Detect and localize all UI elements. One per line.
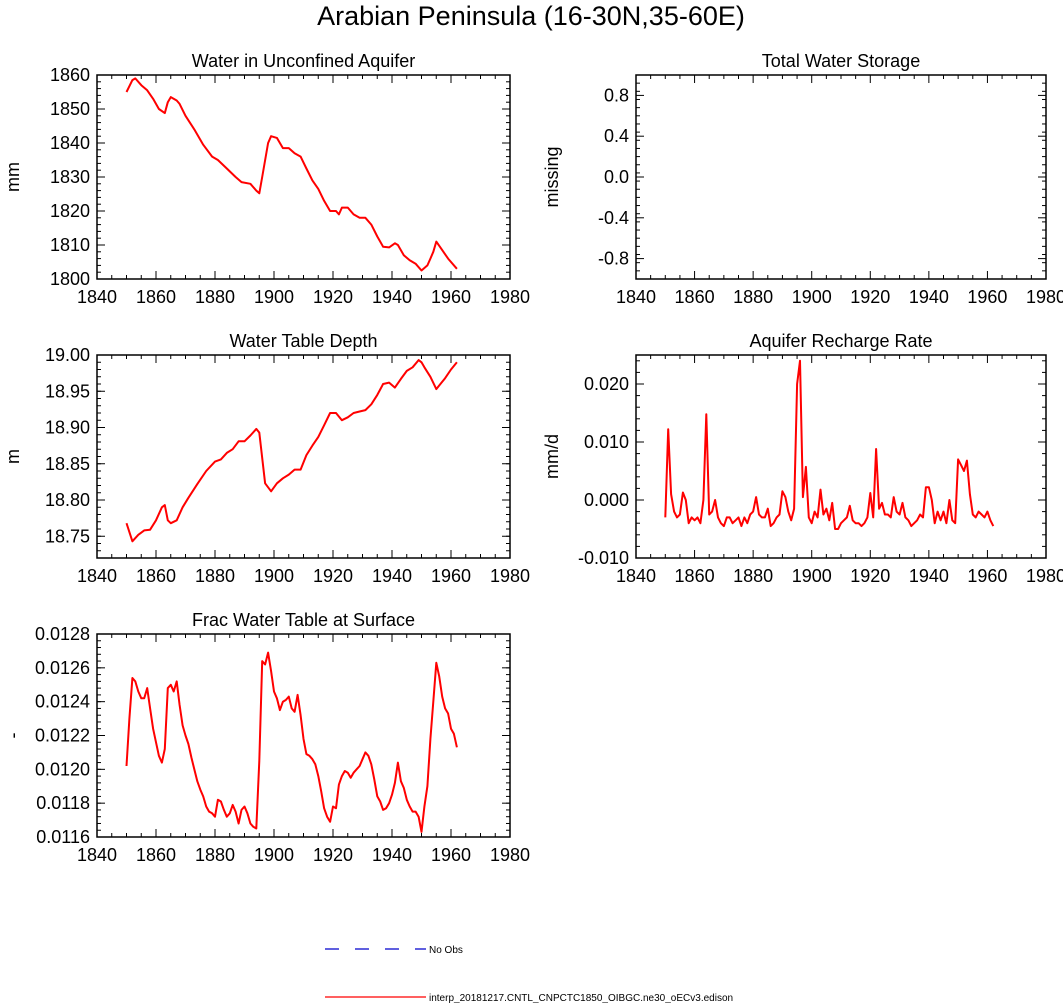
x-tick-label: 1960 bbox=[431, 566, 471, 586]
y-tick-label: 19.00 bbox=[45, 345, 90, 365]
panel-frac-water-table-at-surface: Frac Water Table at Surface - 1840 1860 1880… bbox=[3, 610, 530, 865]
y-tick-label: -0.8 bbox=[598, 249, 629, 269]
panel-total-water-storage: Total Water Storage missing 1840 1860 1880 19… bbox=[542, 51, 1063, 307]
y-tick-label: 0.4 bbox=[604, 126, 629, 146]
x-tick-label: 1940 bbox=[372, 287, 412, 307]
panel-aquifer-recharge-rate: Aquifer Recharge Rate mm/d 1840 1860 1880 190… bbox=[542, 331, 1063, 586]
x-tick-label: 1980 bbox=[1026, 287, 1063, 307]
x-tick-label: 1940 bbox=[909, 287, 949, 307]
y-tick-label: -0.010 bbox=[578, 548, 629, 568]
x-tick-label: 1860 bbox=[136, 566, 176, 586]
x-tick-label: 1880 bbox=[195, 287, 235, 307]
legend-obs-label: No Obs bbox=[429, 945, 463, 956]
y-tick-label: 0.8 bbox=[604, 85, 629, 105]
panel-water-in-unconfined-aquifer: Water in Unconfined Aquifer mm 1840 1860 188… bbox=[3, 51, 530, 307]
y-tick-label: 0.0120 bbox=[35, 759, 90, 779]
x-tick-label: 1940 bbox=[909, 566, 949, 586]
plot-frame bbox=[96, 74, 511, 280]
x-tick-label: 1980 bbox=[1026, 566, 1063, 586]
x-tick-label: 1900 bbox=[254, 845, 294, 865]
x-tick-label: 1840 bbox=[77, 566, 117, 586]
y-tick-label: 0.020 bbox=[584, 374, 629, 394]
series-line bbox=[125, 359, 458, 543]
y-tick-label: 1840 bbox=[50, 133, 90, 153]
x-tick-label: 1880 bbox=[733, 287, 773, 307]
y-tick-label: 1820 bbox=[50, 201, 90, 221]
x-tick-label: 1860 bbox=[675, 287, 715, 307]
plot-frame bbox=[635, 74, 1047, 280]
x-tick-label: 1840 bbox=[616, 287, 656, 307]
y-tick-label: 18.85 bbox=[45, 454, 90, 474]
x-tick-label: 1980 bbox=[490, 845, 530, 865]
x-tick-label: 1940 bbox=[372, 566, 412, 586]
y-tick-label: -0.4 bbox=[598, 208, 629, 228]
y-tick-label: 1860 bbox=[50, 65, 90, 85]
chart-title: Water Table Depth bbox=[229, 331, 377, 351]
chart-title: Frac Water Table at Surface bbox=[192, 610, 415, 630]
plot-frame bbox=[96, 354, 511, 559]
x-tick-label: 1980 bbox=[490, 287, 530, 307]
x-tick-label: 1900 bbox=[792, 287, 832, 307]
x-tick-label: 1920 bbox=[850, 566, 890, 586]
y-tick-label: 18.90 bbox=[45, 418, 90, 438]
y-tick-label: 0.000 bbox=[584, 490, 629, 510]
x-tick-label: 1860 bbox=[136, 845, 176, 865]
y-tick-label: 0.010 bbox=[584, 432, 629, 452]
y-axis-label: missing bbox=[542, 146, 562, 207]
y-tick-label: 1830 bbox=[50, 167, 90, 187]
x-tick-label: 1880 bbox=[733, 566, 773, 586]
x-tick-label: 1960 bbox=[967, 566, 1007, 586]
y-tick-label: 18.80 bbox=[45, 490, 90, 510]
chart-title: Aquifer Recharge Rate bbox=[749, 331, 932, 351]
y-tick-label: 0.0126 bbox=[35, 658, 90, 678]
y-tick-label: 0.0122 bbox=[35, 726, 90, 746]
x-tick-label: 1880 bbox=[195, 566, 235, 586]
x-tick-label: 1960 bbox=[431, 287, 471, 307]
y-axis-label: - bbox=[3, 733, 23, 739]
x-tick-label: 1880 bbox=[195, 845, 235, 865]
series-line bbox=[664, 359, 995, 530]
x-tick-label: 1860 bbox=[136, 287, 176, 307]
x-tick-label: 1940 bbox=[372, 845, 412, 865]
x-tick-label: 1920 bbox=[313, 845, 353, 865]
y-tick-label: 18.95 bbox=[45, 381, 90, 401]
x-tick-label: 1920 bbox=[313, 566, 353, 586]
x-tick-label: 1840 bbox=[616, 566, 656, 586]
x-tick-label: 1900 bbox=[792, 566, 832, 586]
legend: No Obs interp_20181217.CNTL_CNPCTC1850_O… bbox=[325, 945, 733, 1004]
x-tick-label: 1840 bbox=[77, 287, 117, 307]
x-tick-label: 1860 bbox=[675, 566, 715, 586]
x-tick-label: 1920 bbox=[850, 287, 890, 307]
series-line bbox=[125, 77, 458, 272]
y-tick-label: 0.0128 bbox=[35, 624, 90, 644]
chart-title: Water in Unconfined Aquifer bbox=[192, 51, 415, 71]
panel-water-table-depth: Water Table Depth m 1840 1860 1880 1900 1920 19… bbox=[3, 331, 530, 586]
plot-frame bbox=[635, 354, 1047, 559]
y-axis-label: mm/d bbox=[542, 434, 562, 479]
y-axis-label: mm bbox=[3, 162, 23, 192]
y-tick-label: 0.0124 bbox=[35, 692, 90, 712]
y-axis-label: m bbox=[3, 449, 23, 464]
page-title: Arabian Peninsula (16-30N,35-60E) bbox=[317, 1, 745, 31]
legend-model-label: interp_20181217.CNTL_CNPCTC1850_OIBGC.ne… bbox=[429, 993, 733, 1003]
x-tick-label: 1840 bbox=[77, 845, 117, 865]
series-line bbox=[125, 651, 458, 833]
y-tick-label: 18.75 bbox=[45, 526, 90, 546]
x-tick-label: 1920 bbox=[313, 287, 353, 307]
x-tick-label: 1960 bbox=[431, 845, 471, 865]
x-tick-label: 1900 bbox=[254, 566, 294, 586]
y-tick-label: 1800 bbox=[50, 269, 90, 289]
x-tick-label: 1960 bbox=[967, 287, 1007, 307]
y-tick-label: 0.0118 bbox=[36, 793, 90, 813]
y-tick-label: 0.0116 bbox=[36, 827, 90, 847]
x-tick-label: 1900 bbox=[254, 287, 294, 307]
x-tick-label: 1980 bbox=[490, 566, 530, 586]
y-tick-label: 0.0 bbox=[604, 167, 629, 187]
y-tick-label: 1810 bbox=[50, 235, 90, 255]
chart-title: Total Water Storage bbox=[762, 51, 920, 71]
y-tick-label: 1850 bbox=[50, 99, 90, 119]
